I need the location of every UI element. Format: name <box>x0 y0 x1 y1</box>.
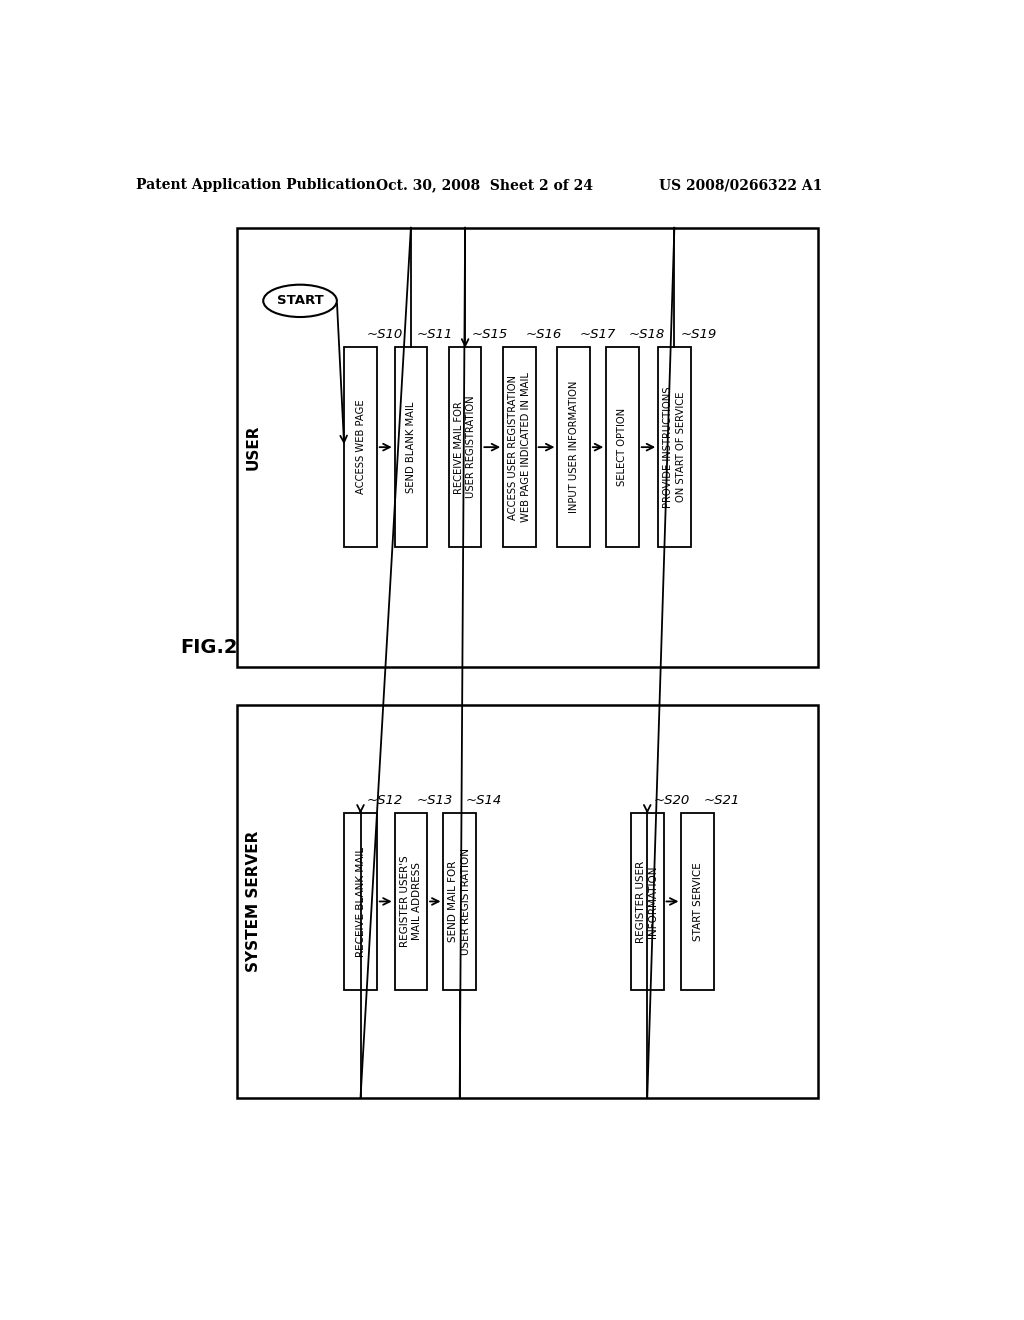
Text: ~S16: ~S16 <box>525 327 562 341</box>
Bar <box>449 347 481 548</box>
Bar <box>631 813 664 990</box>
Text: SYSTEM SERVER: SYSTEM SERVER <box>246 830 261 972</box>
Bar <box>503 347 536 548</box>
Text: RECEIVE MAIL FOR
USER REGISTRATION: RECEIVE MAIL FOR USER REGISTRATION <box>454 396 476 499</box>
Ellipse shape <box>263 285 337 317</box>
Bar <box>443 813 476 990</box>
Text: ~S10: ~S10 <box>367 327 403 341</box>
Bar <box>681 813 714 990</box>
Bar <box>394 347 427 548</box>
Text: ~S17: ~S17 <box>580 327 616 341</box>
Text: SELECT OPTION: SELECT OPTION <box>617 408 628 486</box>
Bar <box>557 347 590 548</box>
Text: USER: USER <box>246 425 261 470</box>
Text: ~S15: ~S15 <box>471 327 508 341</box>
Text: ~S12: ~S12 <box>367 793 403 807</box>
Text: ACCESS WEB PAGE: ACCESS WEB PAGE <box>355 400 366 495</box>
Bar <box>344 347 377 548</box>
Text: Oct. 30, 2008  Sheet 2 of 24: Oct. 30, 2008 Sheet 2 of 24 <box>376 178 593 193</box>
Text: ~S14: ~S14 <box>466 793 502 807</box>
Text: PROVIDE INSTRUCTIONS
ON START OF SERVICE: PROVIDE INSTRUCTIONS ON START OF SERVICE <box>664 387 686 508</box>
Text: US 2008/0266322 A1: US 2008/0266322 A1 <box>658 178 822 193</box>
Text: SEND BLANK MAIL: SEND BLANK MAIL <box>406 401 416 492</box>
Text: SEND MAIL FOR
USER REGISTRATION: SEND MAIL FOR USER REGISTRATION <box>449 847 471 954</box>
Text: REGISTER USER'S
MAIL ADDRESS: REGISTER USER'S MAIL ADDRESS <box>399 855 422 948</box>
Bar <box>394 813 427 990</box>
Text: ~S21: ~S21 <box>703 793 740 807</box>
Text: ~S11: ~S11 <box>417 327 454 341</box>
Text: Patent Application Publication: Patent Application Publication <box>136 178 376 193</box>
Text: RECEIVE BLANK MAIL: RECEIVE BLANK MAIL <box>355 846 366 957</box>
Text: INPUT USER INFORMATION: INPUT USER INFORMATION <box>568 381 579 513</box>
Text: ~S18: ~S18 <box>629 327 665 341</box>
Text: ~S20: ~S20 <box>653 793 690 807</box>
Bar <box>237 705 818 1098</box>
Text: START SERVICE: START SERVICE <box>692 862 702 941</box>
Bar <box>658 347 690 548</box>
Bar <box>606 347 639 548</box>
Text: ~S19: ~S19 <box>681 327 717 341</box>
Bar <box>344 813 377 990</box>
Text: ACCESS USER REGISTRATION
WEB PAGE INDICATED IN MAIL: ACCESS USER REGISTRATION WEB PAGE INDICA… <box>508 372 530 523</box>
Bar <box>237 228 818 667</box>
Text: START: START <box>276 294 324 308</box>
Text: REGISTER USER
INFORMATION: REGISTER USER INFORMATION <box>636 861 658 942</box>
Text: ~S13: ~S13 <box>417 793 454 807</box>
Text: FIG.2: FIG.2 <box>180 638 239 657</box>
